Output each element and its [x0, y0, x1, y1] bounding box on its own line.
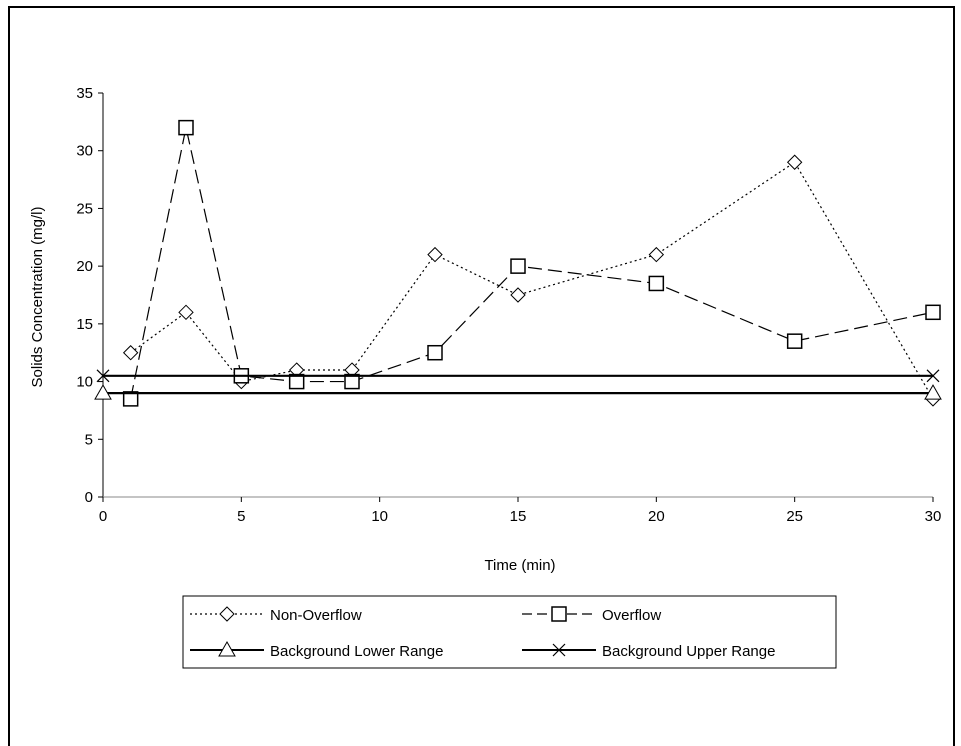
- series-overflow: [122, 119, 941, 407]
- legend-item: Background Upper Range: [522, 643, 775, 660]
- marker-stroke: [552, 643, 566, 657]
- series-background-lower-range: [94, 384, 942, 400]
- data-point: [925, 304, 941, 321]
- x-tick-label: 10: [371, 508, 388, 525]
- y-tick-label: 35: [76, 85, 93, 102]
- legend-item: Non-Overflow: [190, 606, 362, 624]
- series-background-upper-range: [96, 369, 940, 383]
- legend-label: Non-Overflow: [270, 607, 362, 624]
- data-point: [926, 369, 940, 383]
- marker-stroke: [926, 369, 940, 383]
- data-point: [510, 287, 526, 303]
- y-tick-label: 30: [76, 143, 93, 160]
- x-tick-label: 5: [237, 508, 245, 525]
- y-tick-label: 15: [76, 316, 93, 333]
- legend-label: Background Upper Range: [602, 643, 775, 660]
- x-tick-label: 20: [648, 508, 665, 525]
- data-point: [178, 119, 194, 136]
- data-point: [178, 304, 194, 321]
- y-tick-label: 10: [76, 374, 93, 391]
- data-point: [122, 345, 139, 361]
- legend-item: Background Lower Range: [190, 640, 443, 660]
- x-tick-label: 15: [510, 508, 527, 525]
- legend-marker: [218, 640, 236, 657]
- x-axis-title: Time (min): [484, 557, 555, 574]
- data-point: [427, 344, 443, 361]
- data-point: [648, 275, 665, 292]
- legend-box: [182, 595, 837, 669]
- data-point: [94, 384, 112, 400]
- legend-marker: [551, 606, 567, 622]
- data-point: [96, 369, 110, 383]
- series-group: [94, 119, 942, 407]
- legend-marker: [552, 643, 566, 657]
- x-tick-label: 25: [786, 508, 803, 525]
- x-tick-label: 30: [925, 508, 942, 525]
- data-point: [924, 384, 942, 400]
- data-point: [648, 246, 665, 263]
- data-point: [786, 333, 803, 349]
- chart-frame: [8, 6, 955, 746]
- series-non-overflow: [122, 154, 941, 407]
- data-point: [288, 373, 305, 390]
- data-point: [510, 258, 526, 274]
- legend-label: Background Lower Range: [270, 643, 443, 660]
- data-point: [786, 154, 803, 170]
- y-tick-label: 20: [76, 258, 93, 275]
- axes: 0 5 10 15 20 25 30 35 0 5 10 15 20 25 30: [76, 85, 941, 525]
- legend-label: Overflow: [602, 607, 661, 624]
- data-point: [427, 246, 443, 263]
- legend: Non-Overflow Overflow Background Lower Ran…: [182, 595, 837, 669]
- series-line: [130, 161, 934, 400]
- x-tick-label: 0: [99, 508, 107, 525]
- y-tick-label: 0: [85, 489, 93, 506]
- y-axis-title: Solids Concentration (mg/l): [29, 207, 46, 388]
- y-tick-label: 5: [85, 431, 93, 448]
- data-point: [122, 391, 139, 407]
- legend-item: Overflow: [522, 606, 661, 624]
- data-point: [344, 373, 360, 390]
- marker-stroke: [96, 369, 110, 383]
- y-tick-label: 25: [76, 200, 93, 217]
- line-chart: 0 5 10 15 20 25 30 35 0 5 10 15 20 25 30 Time (min) So…: [29, 85, 942, 669]
- series-line: [130, 127, 934, 400]
- legend-marker: [219, 606, 235, 622]
